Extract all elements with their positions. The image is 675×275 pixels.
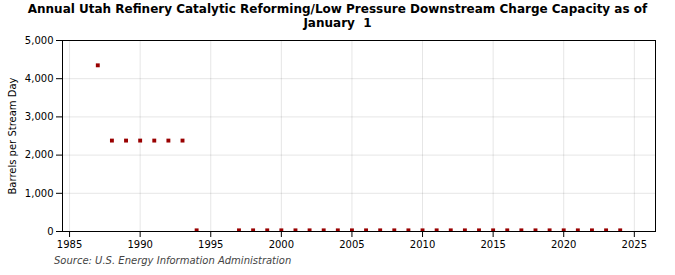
svg-text:2000: 2000	[269, 239, 294, 250]
svg-text:2,000: 2,000	[25, 149, 54, 160]
svg-text:2005: 2005	[339, 239, 364, 250]
svg-text:3,000: 3,000	[25, 111, 54, 122]
html-text:Source: U.S. Energy Informatio: Source: U.S. Energy Information Administ…	[54, 255, 292, 266]
svg-text:5,000: 5,000	[25, 35, 54, 46]
html-text:Annual Utah Refinery Catalytic: Annual Utah Refinery Catalytic Reforming…	[27, 2, 648, 30]
svg-text:1,000: 1,000	[25, 188, 54, 199]
svg-text:0: 0	[47, 226, 53, 237]
svg-text:2015: 2015	[480, 239, 505, 250]
svg-text:Barrels per Stream Day: Barrels per Stream Day	[7, 77, 18, 194]
svg-text:1985: 1985	[57, 239, 82, 250]
svg-text:2020: 2020	[551, 239, 576, 250]
svg-text:1990: 1990	[127, 239, 152, 250]
svg-text:4,000: 4,000	[25, 73, 54, 84]
svg-text:1995: 1995	[198, 239, 223, 250]
svg-text:2025: 2025	[622, 239, 647, 250]
svg-text:2010: 2010	[410, 239, 435, 250]
